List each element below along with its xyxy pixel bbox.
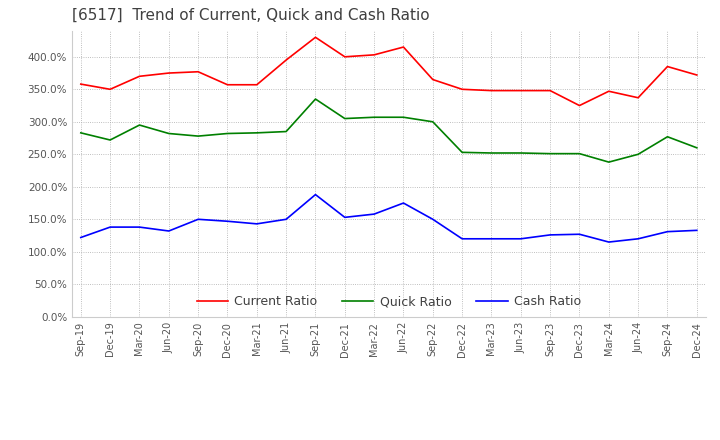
Current Ratio	[605, 88, 613, 94]
Cash Ratio	[458, 236, 467, 242]
Cash Ratio	[399, 200, 408, 205]
Quick Ratio	[370, 114, 379, 120]
Cash Ratio	[253, 221, 261, 227]
Current Ratio	[76, 81, 85, 87]
Line: Current Ratio: Current Ratio	[81, 37, 697, 106]
Cash Ratio	[282, 216, 290, 222]
Cash Ratio	[663, 229, 672, 234]
Quick Ratio	[693, 145, 701, 150]
Quick Ratio	[76, 130, 85, 136]
Cash Ratio	[311, 192, 320, 197]
Cash Ratio	[341, 215, 349, 220]
Quick Ratio	[428, 119, 437, 125]
Current Ratio	[370, 52, 379, 58]
Quick Ratio	[135, 122, 144, 128]
Quick Ratio	[575, 151, 584, 156]
Current Ratio	[399, 44, 408, 50]
Current Ratio	[546, 88, 554, 93]
Quick Ratio	[341, 116, 349, 121]
Cash Ratio	[76, 235, 85, 240]
Cash Ratio	[135, 224, 144, 230]
Cash Ratio	[487, 236, 496, 242]
Quick Ratio	[282, 129, 290, 134]
Cash Ratio	[605, 239, 613, 245]
Cash Ratio	[223, 219, 232, 224]
Cash Ratio	[428, 216, 437, 222]
Current Ratio	[458, 87, 467, 92]
Current Ratio	[341, 54, 349, 59]
Cash Ratio	[370, 212, 379, 217]
Current Ratio	[487, 88, 496, 93]
Quick Ratio	[605, 159, 613, 165]
Current Ratio	[575, 103, 584, 108]
Quick Ratio	[546, 151, 554, 156]
Current Ratio	[663, 64, 672, 69]
Quick Ratio	[253, 130, 261, 136]
Current Ratio	[693, 72, 701, 77]
Cash Ratio	[693, 228, 701, 233]
Current Ratio	[135, 73, 144, 79]
Text: [6517]  Trend of Current, Quick and Cash Ratio: [6517] Trend of Current, Quick and Cash …	[72, 7, 430, 23]
Line: Cash Ratio: Cash Ratio	[81, 194, 697, 242]
Current Ratio	[516, 88, 525, 93]
Current Ratio	[634, 95, 642, 100]
Cash Ratio	[106, 224, 114, 230]
Current Ratio	[282, 57, 290, 62]
Cash Ratio	[634, 236, 642, 242]
Quick Ratio	[223, 131, 232, 136]
Cash Ratio	[194, 216, 202, 222]
Quick Ratio	[164, 131, 173, 136]
Cash Ratio	[546, 232, 554, 238]
Quick Ratio	[106, 137, 114, 143]
Quick Ratio	[399, 114, 408, 120]
Current Ratio	[428, 77, 437, 82]
Current Ratio	[311, 35, 320, 40]
Current Ratio	[223, 82, 232, 88]
Quick Ratio	[663, 134, 672, 139]
Current Ratio	[194, 69, 202, 74]
Quick Ratio	[194, 133, 202, 139]
Legend: Current Ratio, Quick Ratio, Cash Ratio: Current Ratio, Quick Ratio, Cash Ratio	[192, 290, 586, 313]
Current Ratio	[253, 82, 261, 88]
Quick Ratio	[634, 152, 642, 157]
Cash Ratio	[164, 228, 173, 234]
Current Ratio	[164, 70, 173, 76]
Quick Ratio	[516, 150, 525, 156]
Quick Ratio	[487, 150, 496, 156]
Cash Ratio	[516, 236, 525, 242]
Cash Ratio	[575, 231, 584, 237]
Line: Quick Ratio: Quick Ratio	[81, 99, 697, 162]
Quick Ratio	[458, 150, 467, 155]
Quick Ratio	[311, 96, 320, 102]
Current Ratio	[106, 87, 114, 92]
